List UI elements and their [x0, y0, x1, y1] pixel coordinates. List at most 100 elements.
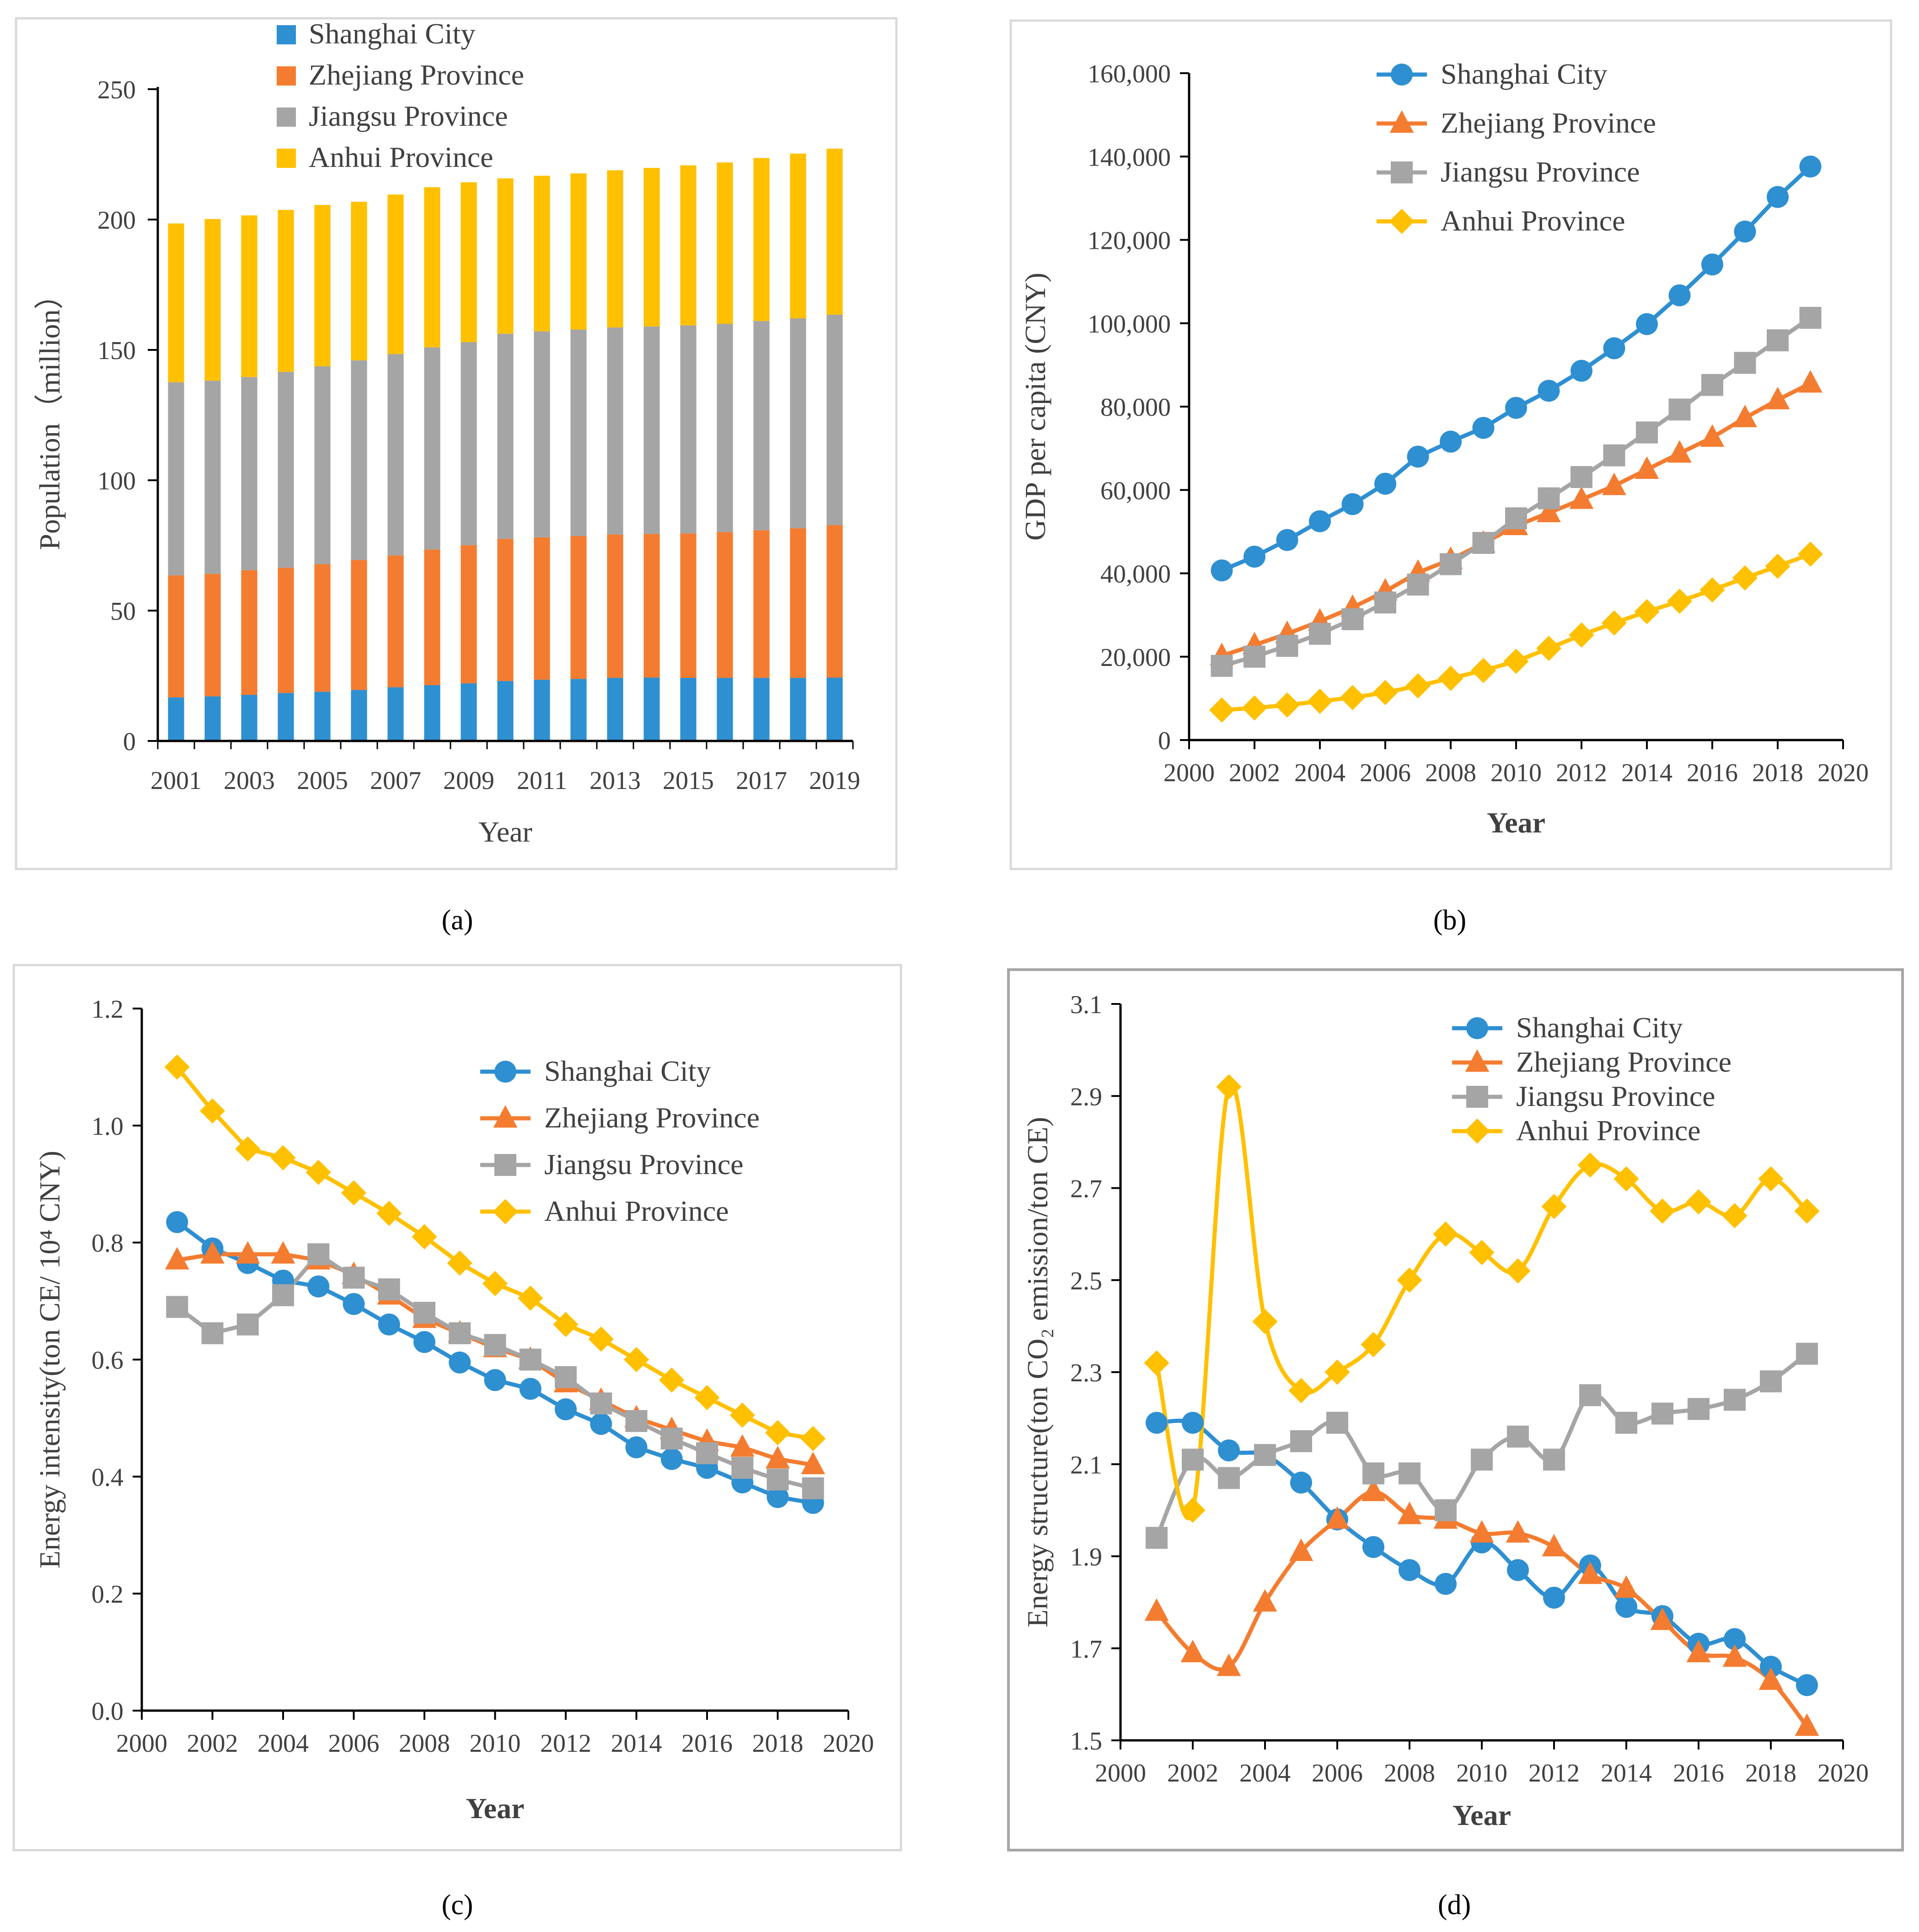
- point-zhejiang-2016: [1700, 424, 1725, 447]
- point-shanghai-2008: [1399, 1559, 1420, 1581]
- bar-anhui-2004: [278, 209, 294, 372]
- bar-shanghai-2015: [680, 678, 697, 741]
- point-anhui-2019: [800, 1426, 826, 1451]
- point-jiangsu-2019: [802, 1477, 824, 1499]
- point-anhui-2013: [1577, 1152, 1603, 1178]
- y-tick-label: 2.9: [1070, 1083, 1102, 1111]
- bar-anhui-2014: [643, 168, 660, 327]
- point-anhui-2002: [1242, 695, 1267, 721]
- y-tick-label: 120,000: [1088, 227, 1171, 255]
- point-zhejiang-2001: [165, 1247, 189, 1270]
- bar-shanghai-2005: [314, 692, 331, 741]
- point-shanghai-2014: [1615, 1596, 1637, 1618]
- x-axis-title: Year: [1453, 1799, 1511, 1831]
- point-zhejiang-2013: [1602, 472, 1626, 495]
- legend-marker-zhejiang: [1389, 110, 1414, 133]
- bar-jiangsu-2013: [607, 327, 623, 535]
- point-jiangsu-2019: [1796, 1342, 1818, 1365]
- legend-marker-anhui: [1464, 1118, 1490, 1144]
- x-tick-label: 2012: [540, 1729, 591, 1758]
- point-anhui-2002: [1180, 1497, 1206, 1523]
- point-shanghai-2013: [1603, 337, 1625, 360]
- bar-jiangsu-2012: [570, 329, 587, 536]
- point-jiangsu-2005: [1290, 1430, 1312, 1452]
- point-jiangsu-2004: [1309, 623, 1331, 645]
- point-anhui-2003: [235, 1136, 261, 1162]
- bar-anhui-2001: [168, 223, 184, 382]
- point-jiangsu-2010: [1505, 507, 1527, 530]
- bar-shanghai-2018: [790, 678, 806, 741]
- point-zhejiang-2008: [1397, 1502, 1422, 1524]
- x-tick-label: 2008: [1384, 1759, 1435, 1787]
- point-zhejiang-2018: [766, 1446, 790, 1469]
- legend-marker-zhejiang: [493, 1105, 518, 1128]
- x-tick-label: 2006: [1312, 1759, 1363, 1787]
- legend-marker-anhui: [493, 1199, 518, 1224]
- point-shanghai-2010: [484, 1369, 506, 1391]
- point-zhejiang-2019: [801, 1451, 825, 1475]
- x-tick-label: 2000: [1095, 1759, 1146, 1787]
- point-jiangsu-2008: [413, 1302, 435, 1324]
- point-anhui-2006: [341, 1180, 367, 1206]
- x-tick-label: 2008: [399, 1729, 450, 1758]
- point-anhui-2015: [659, 1367, 685, 1393]
- legend-marker-shanghai: [1466, 1017, 1488, 1039]
- legend-label-jiangsu: Jiangsu Province: [309, 100, 508, 132]
- y-axis-title: GDP per capita (CNY): [1019, 273, 1051, 541]
- bar-zhejiang-2001: [168, 575, 184, 698]
- point-jiangsu-2015: [660, 1428, 683, 1450]
- point-zhejiang-2017: [1722, 1644, 1747, 1667]
- point-anhui-2016: [1686, 1189, 1711, 1215]
- point-zhejiang-2012: [1542, 1534, 1566, 1556]
- point-shanghai-2005: [307, 1275, 330, 1298]
- bar-anhui-2016: [717, 162, 733, 324]
- bar-jiangsu-2018: [790, 318, 806, 528]
- point-anhui-2017: [729, 1402, 755, 1428]
- bar-shanghai-2001: [168, 697, 184, 741]
- point-jiangsu-2015: [1668, 398, 1691, 421]
- point-shanghai-2001: [1146, 1411, 1168, 1434]
- bar-zhejiang-2004: [278, 568, 294, 693]
- x-tick-label: 2002: [187, 1729, 238, 1758]
- x-tick-label: 2020: [1817, 759, 1869, 787]
- bar-shanghai-2009: [461, 683, 477, 741]
- bar-zhejiang-2019: [826, 525, 843, 678]
- bar-zhejiang-2011: [534, 537, 550, 680]
- point-zhejiang-2004: [271, 1241, 295, 1264]
- legend-label-zhejiang: Zhejiang Province: [1516, 1046, 1731, 1078]
- legend-label-shanghai: Shanghai City: [1441, 58, 1607, 90]
- point-anhui-2010: [1469, 1240, 1495, 1265]
- bar-jiangsu-2006: [351, 360, 367, 560]
- point-anhui-2003: [1274, 692, 1300, 718]
- point-jiangsu-2011: [1538, 487, 1560, 510]
- point-shanghai-2014: [625, 1436, 648, 1459]
- panel-a-frame: [15, 17, 898, 870]
- point-shanghai-2012: [1543, 1587, 1565, 1609]
- bar-anhui-2019: [826, 148, 843, 315]
- point-anhui-2009: [1433, 1221, 1458, 1247]
- point-zhejiang-2016: [1686, 1640, 1711, 1663]
- x-tick-label: 2014: [1601, 1759, 1652, 1787]
- point-anhui-2016: [1699, 577, 1725, 603]
- point-shanghai-2009: [1472, 417, 1495, 439]
- y-tick-label: 0: [1158, 727, 1171, 755]
- point-jiangsu-2012: [555, 1366, 577, 1388]
- x-tick-label: 2013: [590, 767, 641, 795]
- point-shanghai-2017: [1734, 220, 1756, 243]
- x-axis-title: Year: [1487, 806, 1545, 839]
- point-anhui-2007: [1405, 673, 1431, 699]
- y-tick-label: 80,000: [1100, 393, 1171, 422]
- x-tick-label: 2006: [328, 1729, 380, 1758]
- point-anhui-2010: [1503, 649, 1529, 674]
- point-jiangsu-2009: [1435, 1499, 1457, 1521]
- point-shanghai-2001: [1211, 559, 1233, 582]
- x-tick-label: 2012: [1528, 1759, 1580, 1787]
- point-anhui-2004: [1252, 1309, 1278, 1334]
- point-jiangsu-2019: [1799, 306, 1822, 329]
- point-jiangsu-2007: [1407, 574, 1429, 596]
- point-zhejiang-2015: [1667, 440, 1692, 463]
- bar-jiangsu-2004: [278, 371, 294, 568]
- legend-label-zhejiang: Zhejiang Province: [544, 1101, 760, 1134]
- point-shanghai-2018: [1760, 1656, 1782, 1678]
- point-zhejiang-2010: [1469, 1520, 1494, 1543]
